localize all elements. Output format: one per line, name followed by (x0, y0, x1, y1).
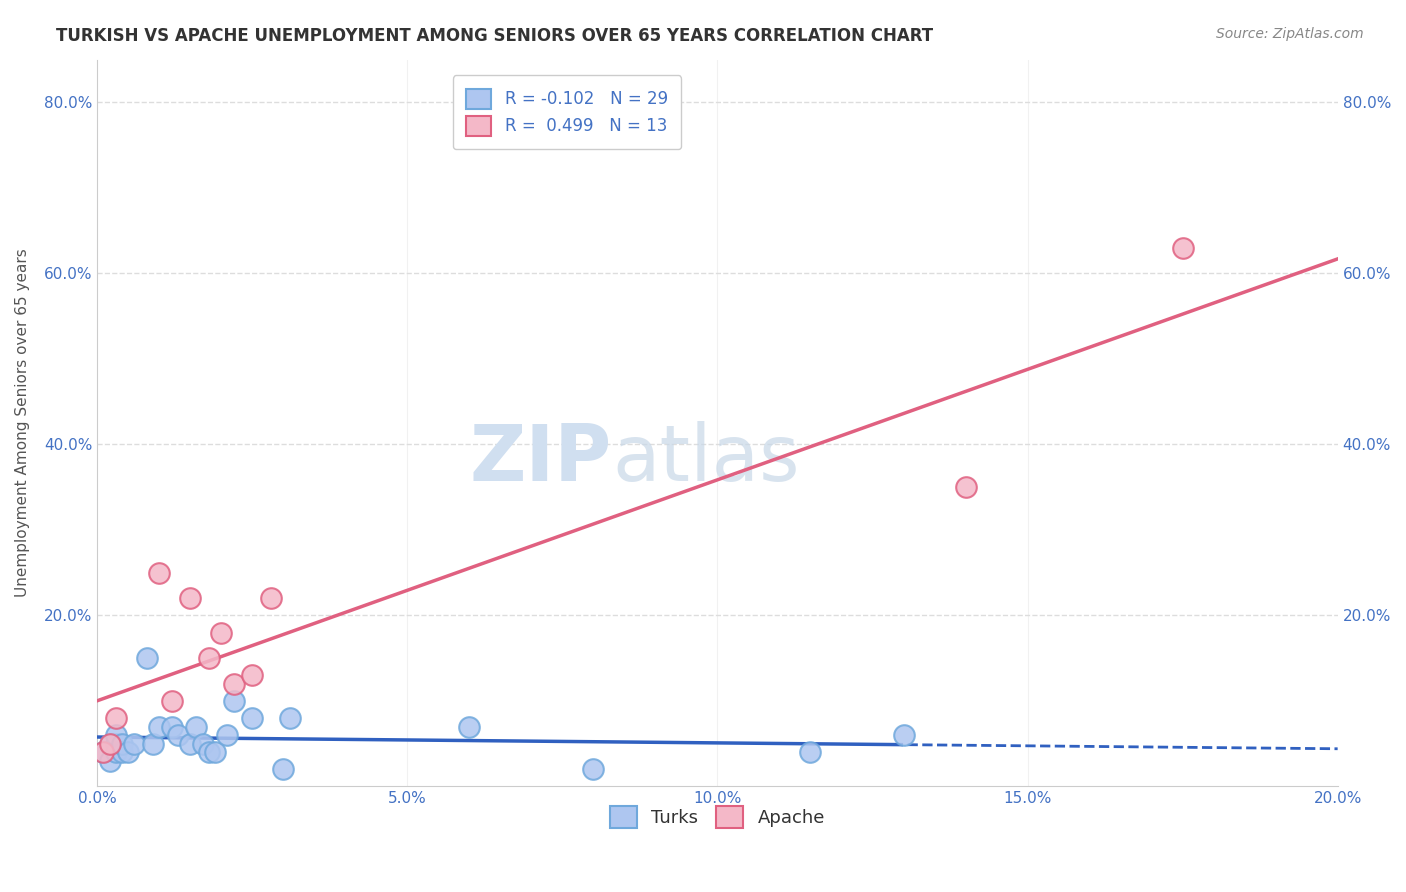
Point (582, 763, 605, 777)
Text: Source: ZipAtlas.com: Source: ZipAtlas.com (1216, 27, 1364, 41)
Point (260, 591, 283, 606)
Point (1171, 241, 1194, 255)
Point (893, 728, 915, 742)
Text: TURKISH VS APACHE UNEMPLOYMENT AMONG SENIORS OVER 65 YEARS CORRELATION CHART: TURKISH VS APACHE UNEMPLOYMENT AMONG SEN… (56, 27, 934, 45)
Point (198, 745, 221, 759)
Point (117, 745, 139, 759)
Point (135, 651, 157, 665)
Point (148, 720, 170, 734)
Point (142, 737, 165, 751)
Point (240, 711, 263, 725)
Point (93, 745, 115, 759)
Point (98, 737, 121, 751)
Point (955, 480, 977, 494)
Text: atlas: atlas (612, 421, 800, 498)
Point (222, 677, 245, 691)
Point (209, 625, 232, 640)
Point (186, 720, 208, 734)
Point (204, 745, 226, 759)
Text: ZIP: ZIP (470, 421, 612, 498)
Point (198, 651, 221, 665)
Point (179, 591, 201, 606)
Point (104, 728, 127, 742)
Point (191, 737, 214, 751)
Point (93, 745, 115, 759)
Point (799, 745, 821, 759)
Point (458, 720, 481, 734)
Point (98, 737, 121, 751)
Y-axis label: Unemployment Among Seniors over 65 years: Unemployment Among Seniors over 65 years (15, 249, 30, 598)
Point (179, 737, 201, 751)
Point (148, 566, 170, 580)
Point (111, 737, 134, 751)
Point (217, 728, 239, 742)
Point (104, 737, 127, 751)
Point (124, 737, 146, 751)
Point (167, 728, 190, 742)
Point (160, 720, 183, 734)
Legend: Turks, Apache: Turks, Apache (603, 799, 832, 836)
Point (222, 694, 245, 708)
Point (104, 745, 127, 759)
Point (104, 711, 127, 725)
Point (111, 745, 134, 759)
Point (271, 763, 294, 777)
Point (160, 694, 183, 708)
Point (278, 711, 301, 725)
Point (98, 754, 121, 768)
Point (240, 668, 263, 682)
